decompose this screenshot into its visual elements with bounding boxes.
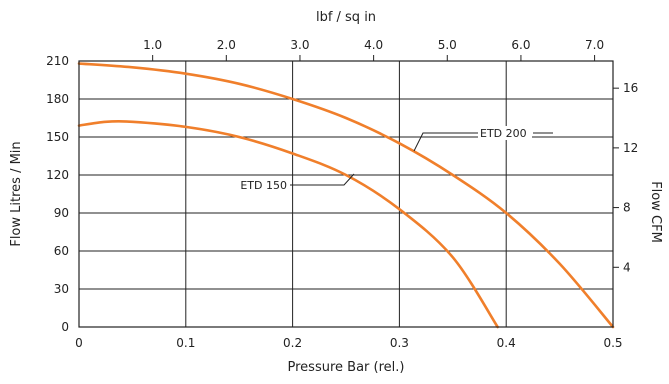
x2-tick-label: 6.0 bbox=[511, 38, 530, 52]
y-tick-label: 30 bbox=[54, 282, 69, 296]
y2-tick-label: 16 bbox=[623, 81, 638, 95]
y-tick-label: 90 bbox=[54, 206, 69, 220]
leader-line-etd-200 bbox=[413, 132, 478, 152]
x2-tick-label: 4.0 bbox=[364, 38, 383, 52]
x-tick-label: 0.1 bbox=[176, 336, 195, 350]
annotations: ETD 200 ETD 150 bbox=[235, 126, 553, 192]
y-tick-label: 180 bbox=[46, 92, 69, 106]
x2-tick-label: 5.0 bbox=[438, 38, 457, 52]
series-group bbox=[77, 62, 615, 329]
y-tick-label: 0 bbox=[61, 320, 69, 334]
plot-frame bbox=[78, 60, 614, 328]
series-etd-150-line bbox=[77, 119, 499, 329]
x2-tick-label: 7.0 bbox=[585, 38, 604, 52]
tick-labels: 0 0.1 0.2 0.3 0.4 0.5 0 30 60 90 120 150 180 210 1.0 2.… bbox=[46, 38, 638, 350]
y2-axis-title: Flow CFM bbox=[648, 181, 663, 243]
y2-tick-label: 12 bbox=[623, 141, 638, 155]
leader-line-etd-150 bbox=[290, 173, 355, 186]
y-tick-label: 210 bbox=[46, 54, 69, 68]
y2-tick-label: 8 bbox=[623, 201, 631, 215]
y-axis-title: Flow Litres / Min bbox=[9, 141, 24, 246]
x2-tick-label: 3.0 bbox=[290, 38, 309, 52]
x-tick-label: 0.3 bbox=[390, 336, 409, 350]
x2-axis-title: lbf / sq in bbox=[316, 10, 376, 25]
x-tick-label: 0.2 bbox=[283, 336, 302, 350]
series-etd-200-line bbox=[77, 62, 615, 329]
y-tick-label: 150 bbox=[46, 130, 69, 144]
y-tick-label: 60 bbox=[54, 244, 69, 258]
y2-tick-label: 4 bbox=[623, 260, 631, 274]
x-tick-label: 0.4 bbox=[497, 336, 516, 350]
label-bg-etd-200 bbox=[478, 126, 532, 140]
x-tick-label: 0.5 bbox=[603, 336, 622, 350]
x-axis-title: Pressure Bar (rel.) bbox=[288, 360, 405, 375]
plot-background bbox=[79, 61, 613, 327]
y-tick-label: 120 bbox=[46, 168, 69, 182]
label-bg-etd-150 bbox=[235, 178, 289, 192]
series-label-etd-200: ETD 200 bbox=[480, 127, 527, 140]
x2-tick-label: 1.0 bbox=[143, 38, 162, 52]
x-tick-label: 0 bbox=[75, 336, 83, 350]
x2-tick-label: 2.0 bbox=[217, 38, 236, 52]
series-label-etd-150: ETD 150 bbox=[240, 179, 287, 192]
